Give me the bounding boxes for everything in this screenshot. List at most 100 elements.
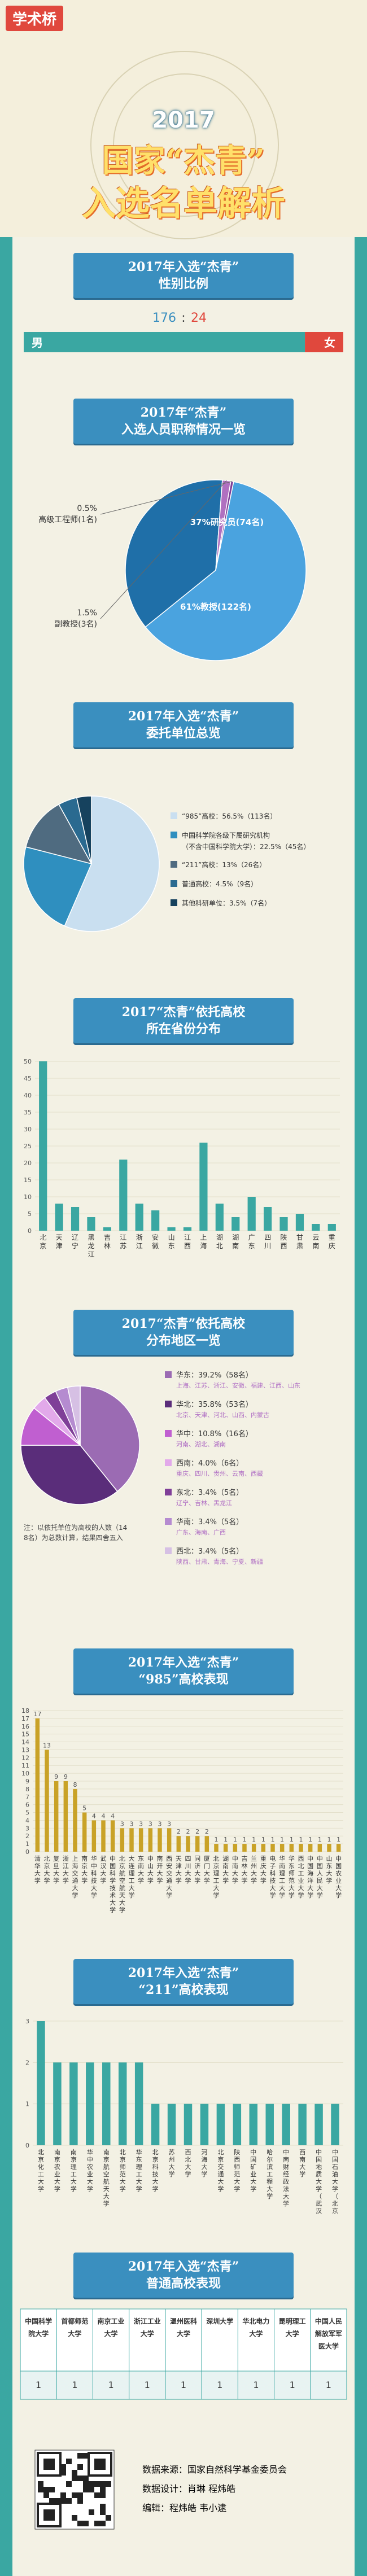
x-tick-label: 大	[185, 1869, 191, 1877]
bar	[249, 2103, 258, 2145]
table-header-cell: 昆明理工	[279, 2317, 306, 2325]
x-tick-label: 农	[87, 2163, 93, 2171]
x-tick-label: （	[316, 2193, 322, 2200]
x-tick-label: 国	[335, 1862, 342, 1870]
x-tick-label: 吉	[242, 1855, 248, 1862]
legend-label: 华南：3.4%（5名）	[176, 1517, 243, 1527]
x-tick-label: 山	[168, 1234, 175, 1241]
bar	[55, 1204, 63, 1231]
bar-value-label: 1	[233, 1836, 237, 1843]
legend-label: 华东：39.2%（58名）	[176, 1371, 253, 1380]
bar	[233, 2103, 242, 2145]
qr-module	[72, 2470, 77, 2476]
x-tick-label: 学	[120, 2185, 126, 2193]
table-header-cell: 南京工业	[98, 2317, 125, 2325]
x-tick-label: 学	[242, 1877, 248, 1884]
legend-label: 东北：3.4%（5名）	[176, 1488, 243, 1497]
x-tick-label: 学	[185, 2170, 191, 2178]
x-tick-label: 大	[152, 2177, 159, 2185]
x-tick-label: 东	[248, 1242, 255, 1250]
x-tick-label: 河	[201, 2149, 207, 2156]
table-header-cell: 院大学	[28, 2329, 49, 2338]
qr-module	[38, 2487, 43, 2492]
bar	[151, 1210, 160, 1231]
title-pie-chart: 61%教授(122名) 37%研究员(74名) 1.5% 副教授(3名) 0.5% 高级工…	[38, 479, 307, 661]
logo[interactable]: 学术桥	[6, 6, 64, 31]
u211-bar-chart: 0123北京化工大学南京农业大学南京理工大学华中农业大学南京航空航天大学北京师范…	[25, 2018, 343, 2215]
bar	[216, 2103, 225, 2145]
x-tick-label: 大	[91, 1884, 97, 1892]
x-tick-label: 中	[91, 1862, 97, 1870]
qr-module	[72, 2476, 77, 2481]
x-tick-label: 西	[299, 2149, 305, 2156]
y-tick-label: 25	[24, 1143, 32, 1150]
x-tick-label: 范	[120, 2170, 126, 2178]
x-tick-label: 工	[213, 1877, 220, 1884]
x-tick-label: 地	[316, 2163, 322, 2171]
x-tick-label: 南	[71, 2149, 77, 2156]
x-tick-label: 北	[216, 1242, 223, 1250]
pie-leader	[100, 481, 233, 515]
bar-value-label: 3	[148, 1820, 152, 1827]
x-tick-label: 东	[289, 1862, 295, 1870]
pie-slice	[23, 846, 93, 927]
x-tick-label: 大	[250, 2177, 256, 2185]
x-tick-label: 航	[103, 2163, 110, 2171]
qr-module	[94, 2521, 100, 2526]
x-tick-label: 学	[110, 1877, 116, 1884]
x-tick-label: 师	[234, 2163, 240, 2171]
section-211-title: 2017年入选“杰青” “211”高校表现	[73, 1959, 294, 2004]
x-tick-label: 北	[120, 2149, 126, 2156]
bar-value-label: 1	[290, 1836, 294, 1843]
x-tick-label: 师	[120, 2163, 126, 2171]
legend-label: 华北：35.8%（53名）	[176, 1400, 253, 1409]
x-tick-label: 清	[34, 1855, 41, 1862]
bar-value-label: 9	[54, 1773, 58, 1781]
x-tick-label: 学	[138, 1877, 144, 1884]
header: 学术桥 2017 国家“杰青” 入选名单解析	[0, 0, 367, 239]
bar-value-label: 1	[224, 1836, 228, 1843]
x-tick-label: 东	[138, 1855, 144, 1862]
x-tick-label: 大	[326, 1869, 333, 1877]
bar-value-label: 1	[271, 1836, 275, 1843]
x-tick-label: 京	[119, 1862, 125, 1870]
x-tick-label: 辽	[72, 1234, 78, 1241]
x-tick-label: 京	[332, 2207, 338, 2215]
y-tick-label: 13	[21, 1746, 29, 1753]
x-tick-label: 海	[307, 1869, 313, 1877]
male-label: 男	[32, 336, 43, 349]
table-header-cell: 中国科学	[25, 2317, 52, 2325]
bar-value-label: 3	[130, 1820, 134, 1827]
qr-module	[60, 2464, 66, 2470]
x-tick-label: 学	[299, 2170, 305, 2178]
table-header-cell: 中国人民	[315, 2317, 342, 2325]
male-bar	[24, 332, 305, 352]
section-985-title: 2017年入选“杰青” “985”高校表现	[73, 1648, 294, 1694]
x-tick-label: 学	[176, 1877, 182, 1884]
x-tick-label: 大	[201, 2163, 207, 2171]
female-count: 24	[191, 311, 207, 325]
legend-swatch	[165, 1459, 172, 1466]
legend-swatch	[165, 1547, 172, 1554]
x-tick-label: 浙	[63, 1855, 69, 1862]
bar	[82, 1812, 87, 1852]
x-tick-label: 学	[129, 1891, 135, 1899]
bar-value-label: 3	[158, 1820, 162, 1827]
y-tick-label: 14	[21, 1739, 29, 1746]
x-tick-label: 大	[176, 1869, 182, 1877]
x-tick-label: 华	[87, 2148, 93, 2156]
bar	[37, 2021, 45, 2145]
x-tick-label: 西	[185, 2149, 191, 2156]
bar-value-label: 3	[120, 1820, 124, 1827]
x-tick-label: 重	[260, 1855, 266, 1862]
x-tick-label: 天	[176, 1855, 182, 1862]
x-tick-label: 大	[157, 1869, 163, 1877]
x-tick-label: 学	[289, 1891, 295, 1899]
pie-label: 1.5%	[77, 609, 97, 618]
x-tick-label: 学	[157, 1877, 163, 1884]
x-tick-label: 陕	[234, 2148, 240, 2156]
bar	[261, 1844, 266, 1852]
section-regions-title: 2017“杰青”依托高校 分布地区一览	[73, 1310, 294, 1355]
x-tick-label: 技	[110, 1884, 116, 1892]
